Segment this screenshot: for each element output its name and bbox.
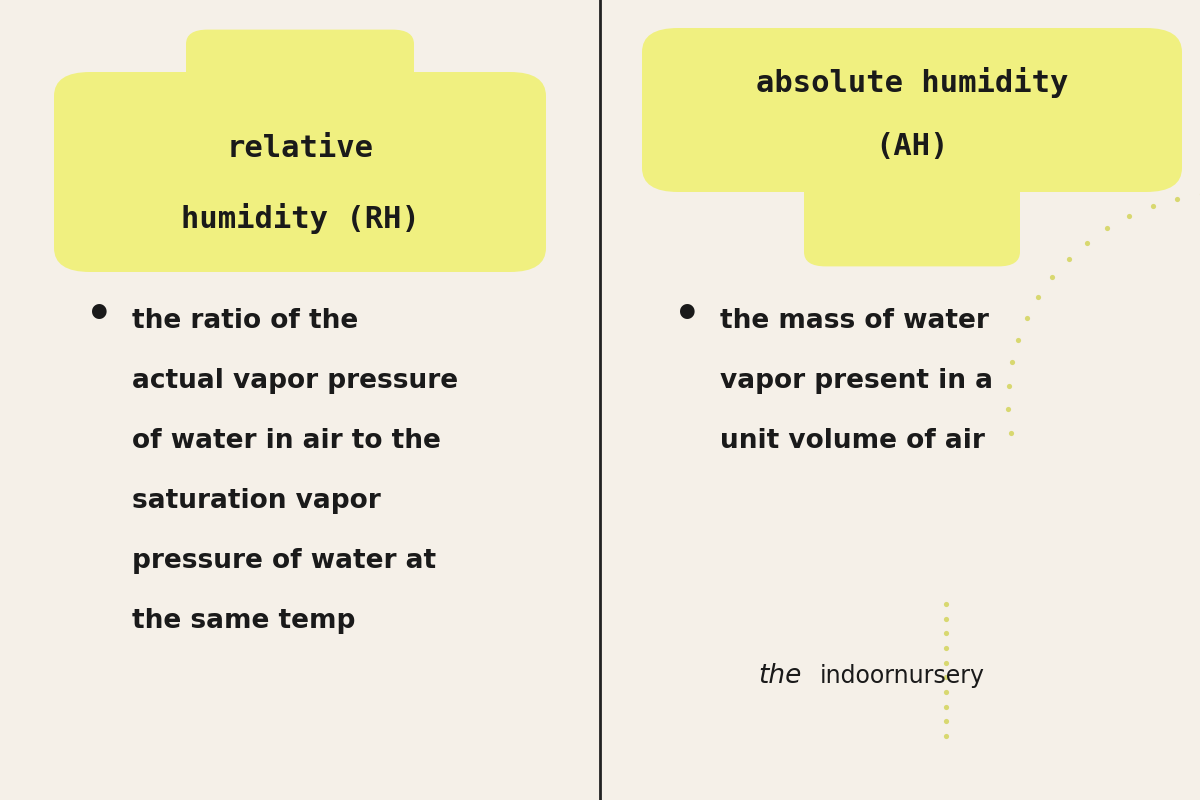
Text: indoornursery: indoornursery [820,664,985,688]
FancyBboxPatch shape [186,30,414,94]
Point [936,715,955,728]
Point [1098,222,1117,234]
Point [936,627,955,640]
Point [1120,210,1139,222]
Text: actual vapor pressure: actual vapor pressure [132,368,458,394]
Point [1018,311,1037,324]
Point [1078,236,1097,249]
Point [998,402,1018,415]
Point [1002,356,1021,369]
Text: absolute humidity: absolute humidity [756,66,1068,98]
Point [1043,270,1062,283]
Point [1058,253,1078,266]
Text: unit volume of air: unit volume of air [720,428,985,454]
Point [936,598,955,610]
FancyBboxPatch shape [642,28,1182,192]
Text: saturation vapor: saturation vapor [132,488,380,514]
Point [936,656,955,669]
Point [936,686,955,698]
Text: the ratio of the: the ratio of the [132,308,359,334]
Point [936,700,955,713]
Point [1008,334,1027,346]
Text: •: • [674,294,701,336]
Point [1144,200,1163,213]
Text: pressure of water at: pressure of water at [132,548,436,574]
Text: vapor present in a: vapor present in a [720,368,994,394]
Text: the mass of water: the mass of water [720,308,989,334]
Text: relative: relative [227,134,373,162]
Text: (AH): (AH) [875,131,949,161]
Point [936,642,955,654]
Point [1168,193,1187,206]
Point [998,379,1018,392]
Point [1193,188,1200,201]
Text: •: • [86,294,113,336]
Point [936,730,955,742]
Text: of water in air to the: of water in air to the [132,428,440,454]
FancyBboxPatch shape [54,72,546,272]
Point [1001,426,1020,439]
Text: the: the [758,663,802,689]
Point [1028,290,1048,303]
FancyBboxPatch shape [804,170,1020,266]
Point [936,612,955,625]
Text: humidity (RH): humidity (RH) [180,202,420,234]
Text: the same temp: the same temp [132,608,355,634]
Point [936,671,955,684]
